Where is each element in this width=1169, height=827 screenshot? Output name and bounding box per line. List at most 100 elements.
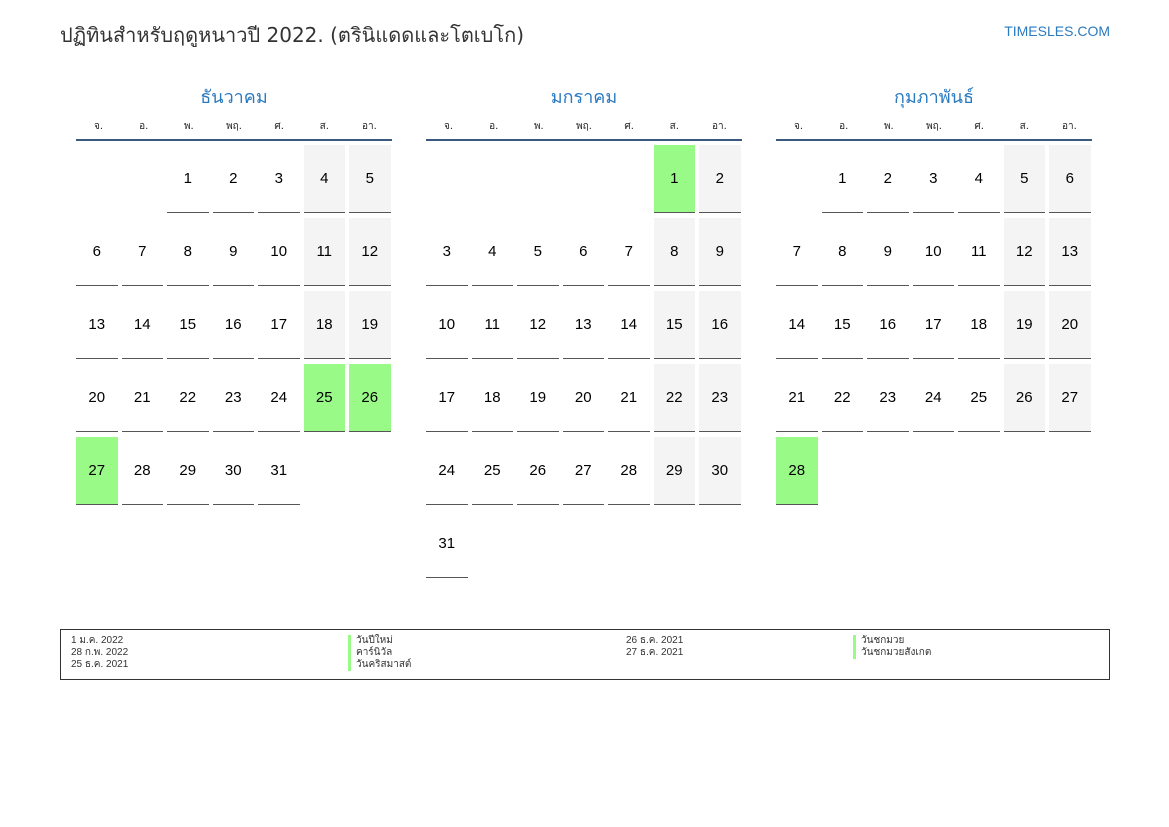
day-cell[interactable]: 26 (517, 437, 559, 505)
day-cell[interactable]: 9 (699, 218, 741, 286)
day-cell[interactable]: 22 (653, 364, 695, 432)
day-cell[interactable]: 3 (912, 145, 954, 213)
weekday-label: อา. (1062, 121, 1077, 132)
day-cell[interactable]: 13 (562, 291, 604, 359)
day-cell[interactable]: 20 (1049, 291, 1091, 359)
day-cell[interactable]: 10 (426, 291, 468, 359)
day-cell[interactable]: 14 (608, 291, 650, 359)
day-cell[interactable]: 25 (471, 437, 513, 505)
day-cell[interactable]: 26 (1003, 364, 1045, 432)
day-cell[interactable]: 11 (303, 218, 345, 286)
site-link[interactable]: TIMESLES.COM (1004, 23, 1110, 39)
day-cell[interactable]: 8 (167, 218, 209, 286)
day-cell[interactable]: 6 (562, 218, 604, 286)
day-cell[interactable]: 10 (912, 218, 954, 286)
day-cell[interactable]: 15 (167, 291, 209, 359)
day-cell[interactable]: 28 (608, 437, 650, 505)
holiday-day-cell[interactable]: 25 (303, 364, 345, 432)
day-cell[interactable]: 24 (426, 437, 468, 505)
day-cell[interactable]: 31 (258, 437, 300, 505)
day-cell[interactable]: 2 (699, 145, 741, 213)
day-cell[interactable]: 19 (517, 364, 559, 432)
day-cell[interactable]: 5 (349, 145, 391, 213)
day-cell[interactable]: 5 (517, 218, 559, 286)
day-cell[interactable]: 4 (303, 145, 345, 213)
day-cell[interactable]: 6 (76, 218, 118, 286)
day-cell[interactable]: 18 (303, 291, 345, 359)
weekday-label: อ. (139, 121, 149, 132)
day-cell[interactable]: 14 (776, 291, 818, 359)
day-cell[interactable]: 12 (517, 291, 559, 359)
day-cell[interactable]: 13 (76, 291, 118, 359)
day-cell[interactable]: 4 (958, 145, 1000, 213)
day-cell[interactable]: 11 (471, 291, 513, 359)
day-cell[interactable]: 22 (167, 364, 209, 432)
holiday-day-cell[interactable]: 1 (653, 145, 695, 213)
day-cell[interactable]: 7 (121, 218, 163, 286)
day-cell[interactable]: 29 (167, 437, 209, 505)
day-cell[interactable]: 28 (121, 437, 163, 505)
holiday-day-cell[interactable]: 27 (76, 437, 118, 505)
day-cell[interactable]: 21 (776, 364, 818, 432)
day-cell[interactable]: 2 (867, 145, 909, 213)
day-cell[interactable]: 29 (653, 437, 695, 505)
day-cell[interactable]: 20 (76, 364, 118, 432)
weekday-label: พฤ. (226, 121, 242, 132)
day-cell[interactable]: 15 (653, 291, 695, 359)
day-cell[interactable]: 3 (426, 218, 468, 286)
weekday-header: จ. อ. พ. พฤ. ศ. ส. อา. (76, 114, 392, 141)
weekday-header: จ. อ. พ. พฤ. ศ. ส. อา. (776, 114, 1092, 141)
weekday-label: จ. (794, 121, 804, 132)
day-cell[interactable]: 4 (471, 218, 513, 286)
day-cell[interactable]: 7 (608, 218, 650, 286)
day-cell[interactable]: 18 (471, 364, 513, 432)
day-cell[interactable]: 20 (562, 364, 604, 432)
day-cell[interactable]: 18 (958, 291, 1000, 359)
day-cell[interactable]: 23 (212, 364, 254, 432)
empty-cell (563, 145, 605, 212)
day-cell[interactable]: 30 (699, 437, 741, 505)
day-cell[interactable]: 22 (821, 364, 863, 432)
day-cell[interactable]: 19 (349, 291, 391, 359)
day-cell[interactable]: 16 (699, 291, 741, 359)
day-cell[interactable]: 1 (821, 145, 863, 213)
day-cell[interactable]: 31 (426, 510, 468, 578)
day-cell[interactable]: 2 (212, 145, 254, 213)
day-cell[interactable]: 24 (912, 364, 954, 432)
day-cell[interactable]: 10 (258, 218, 300, 286)
day-cell[interactable]: 6 (1049, 145, 1091, 213)
month-0: ธันวาคม จ. อ. พ. พฤ. ศ. ส. อา. 1 2 3 4 5 6 7 8 9 10 11 12 13… (76, 82, 392, 505)
holiday-day-cell[interactable]: 26 (349, 364, 391, 432)
day-cell[interactable]: 17 (912, 291, 954, 359)
day-cell[interactable]: 19 (1003, 291, 1045, 359)
day-cell[interactable]: 17 (426, 364, 468, 432)
day-cell[interactable]: 11 (958, 218, 1000, 286)
day-cell[interactable]: 16 (867, 291, 909, 359)
day-cell[interactable]: 24 (258, 364, 300, 432)
day-cell[interactable]: 23 (699, 364, 741, 432)
holiday-day-cell[interactable]: 28 (776, 437, 818, 505)
day-cell[interactable]: 12 (349, 218, 391, 286)
day-cell[interactable]: 1 (167, 145, 209, 213)
day-cell[interactable]: 27 (1049, 364, 1091, 432)
day-cell[interactable]: 30 (212, 437, 254, 505)
legend-date: 28 ก.พ. 2022 (71, 647, 129, 658)
day-cell[interactable]: 14 (121, 291, 163, 359)
day-cell[interactable]: 8 (653, 218, 695, 286)
day-cell[interactable]: 5 (1003, 145, 1045, 213)
day-cell[interactable]: 7 (776, 218, 818, 286)
day-cell[interactable]: 13 (1049, 218, 1091, 286)
day-cell[interactable]: 9 (212, 218, 254, 286)
day-cell[interactable]: 9 (867, 218, 909, 286)
day-cell[interactable]: 27 (562, 437, 604, 505)
day-cell[interactable]: 8 (821, 218, 863, 286)
day-cell[interactable]: 15 (821, 291, 863, 359)
day-cell[interactable]: 12 (1003, 218, 1045, 286)
day-cell[interactable]: 3 (258, 145, 300, 213)
day-cell[interactable]: 21 (121, 364, 163, 432)
day-cell[interactable]: 17 (258, 291, 300, 359)
day-cell[interactable]: 21 (608, 364, 650, 432)
day-cell[interactable]: 25 (958, 364, 1000, 432)
day-cell[interactable]: 23 (867, 364, 909, 432)
day-cell[interactable]: 16 (212, 291, 254, 359)
